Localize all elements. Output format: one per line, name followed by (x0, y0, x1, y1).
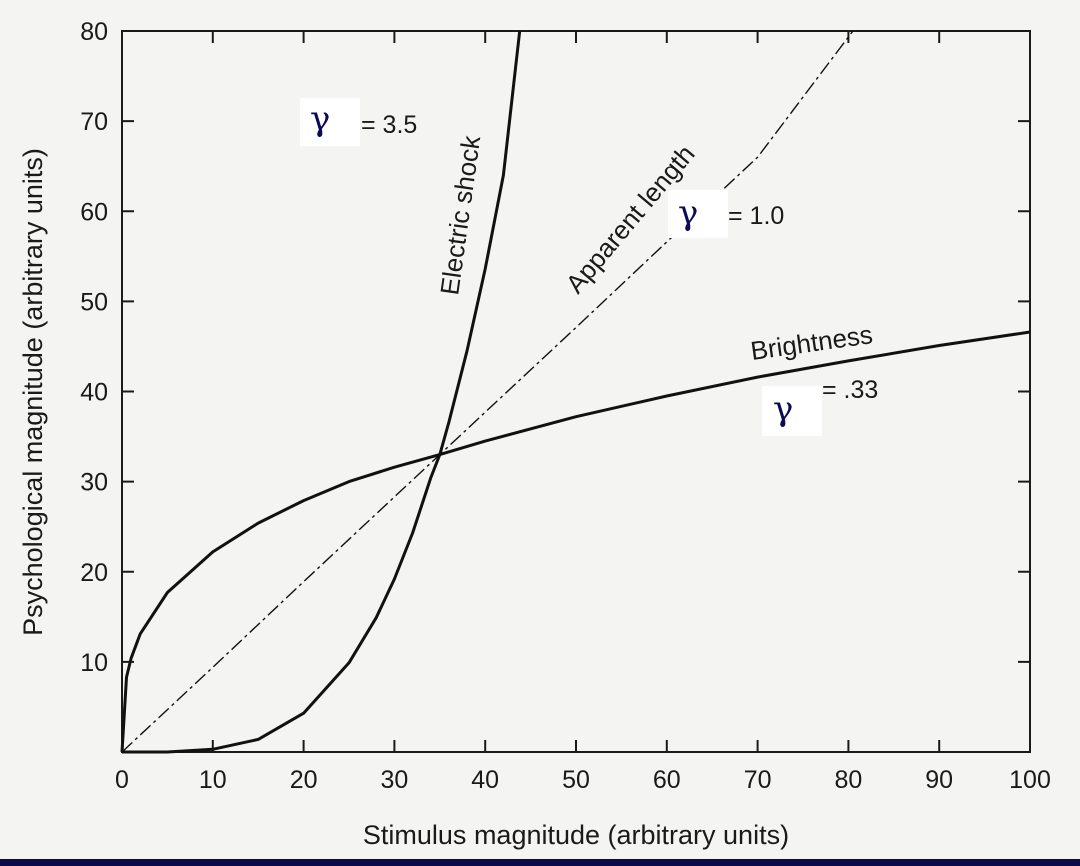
x-tick-label: 40 (471, 766, 499, 794)
x-tick-label: 10 (199, 766, 227, 794)
series-line-apparent-length (121, 30, 854, 753)
x-tick-label: 30 (380, 766, 408, 794)
x-tick-label: 60 (653, 766, 681, 794)
series-label-electric-shock: Electric shock (434, 133, 486, 297)
gamma-box (300, 98, 360, 146)
series-layer (120, 30, 1031, 754)
y-axis-title: Psychological magnitude (arbitrary units… (18, 148, 48, 636)
x-tick-label: 90 (925, 766, 953, 794)
gamma-annotation-apparent-length: γ = 1.0 (668, 190, 784, 238)
gamma-value: = 3.5 (361, 111, 417, 139)
gamma-symbol: γ (678, 193, 698, 233)
series-line-brightness (120, 330, 1031, 753)
y-tick-label: 70 (80, 108, 108, 136)
x-tick-label: 70 (744, 766, 772, 794)
x-axis-title: Stimulus magnitude (arbitrary units) (363, 820, 789, 850)
gamma-value: = 1.0 (728, 202, 784, 230)
series-line-electric-shock (122, 30, 522, 754)
y-tick-label: 10 (80, 649, 108, 677)
gamma-box (668, 190, 728, 238)
tick-labels-layer: 0 10 20 30 40 50 60 70 80 90 100 10 20 30 40 50 60 70 80 (80, 18, 1051, 794)
x-tick-label: 20 (290, 766, 318, 794)
x-tick-label: 0 (115, 766, 129, 794)
y-tick-label: 20 (80, 559, 108, 587)
y-tick-label: 80 (80, 18, 108, 46)
gamma-symbol: γ (310, 99, 330, 139)
gamma-annotation-electric-shock: γ = 3.5 (300, 98, 417, 146)
y-tick-label: 60 (80, 198, 108, 226)
gamma-box (762, 386, 822, 436)
gamma-annotation-brightness: γ = .33 (762, 376, 878, 436)
gamma-symbol: γ (773, 389, 793, 429)
x-tick-label: 50 (562, 766, 590, 794)
x-tick-label: 80 (834, 766, 862, 794)
x-tick-label: 100 (1009, 766, 1051, 794)
y-tick-label: 50 (80, 288, 108, 316)
ticks-layer (122, 30, 1031, 752)
y-tick-label: 40 (80, 379, 108, 407)
y-tick-label: 30 (80, 469, 108, 497)
gamma-value: = .33 (822, 376, 878, 404)
plot-area (121, 30, 1031, 753)
